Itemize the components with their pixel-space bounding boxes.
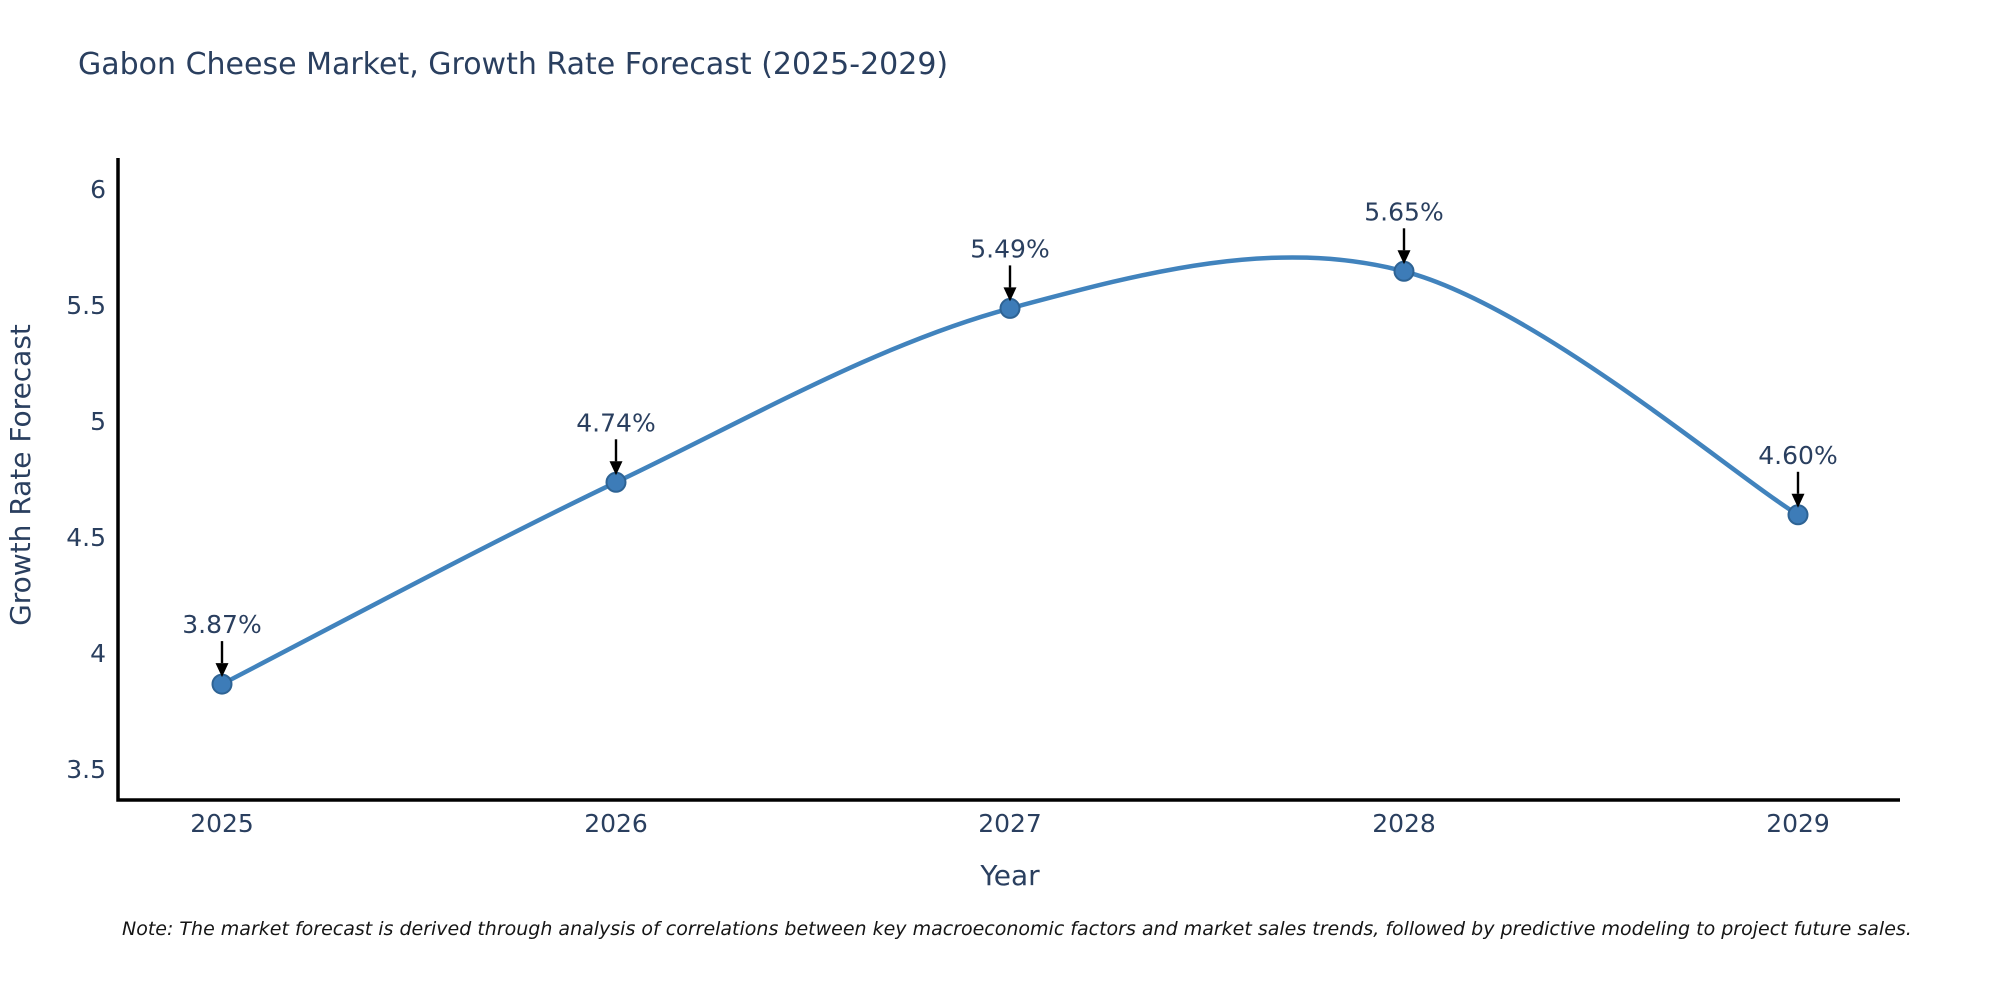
y-axis-title: Growth Rate Forecast [4,324,37,626]
x-axis-title: Year [979,859,1040,892]
y-axis-tick-label: 4 [90,639,106,668]
point-annotation-2025: 3.87% [182,610,262,678]
y-axis-tick-label: 3.5 [66,755,106,784]
annotation-arrowhead [1397,250,1411,265]
point-annotation-2028: 5.65% [1364,197,1444,265]
data-point-marker-2025 [211,673,233,695]
x-axis-tick-label: 2026 [584,809,648,838]
annotation-arrowhead [1791,493,1805,508]
y-axis-tick-label: 6 [90,175,106,204]
annotation-arrowhead [609,461,623,476]
x-axis-tick-label: 2025 [190,809,254,838]
point-annotation-2026: 4.74% [576,408,656,476]
x-axis-tick-label: 2029 [1766,809,1830,838]
axes-lines [116,158,1900,802]
x-axis-tick-label: 2027 [978,809,1042,838]
annotation-label: 5.65% [1364,197,1443,226]
methodology-note: Note: The market forecast is derived thr… [122,918,1912,940]
point-annotation-2029: 4.60% [1758,441,1838,508]
y-axis-tick-label: 5.5 [66,291,106,320]
data-point-marker-2026 [605,471,627,493]
data-point-marker-2027 [999,297,1021,319]
y-axis-tick-label: 5 [90,407,106,436]
annotation-label: 4.60% [1758,441,1837,470]
data-point-marker-2028 [1393,260,1415,282]
annotation-label: 5.49% [970,234,1049,263]
annotation-label: 3.87% [182,610,261,639]
y-axis-tick-label: 4.5 [66,523,106,552]
annotation-arrowhead [1003,287,1017,302]
chart-title: Gabon Cheese Market, Growth Rate Forecas… [78,47,949,82]
annotation-label: 4.74% [576,408,655,437]
point-annotation-2027: 5.49% [970,234,1050,302]
x-axis-tick-label: 2028 [1372,809,1436,838]
data-point-marker-2029 [1787,504,1809,526]
forecast-series-line [219,255,1801,687]
annotation-arrowhead [215,663,229,678]
